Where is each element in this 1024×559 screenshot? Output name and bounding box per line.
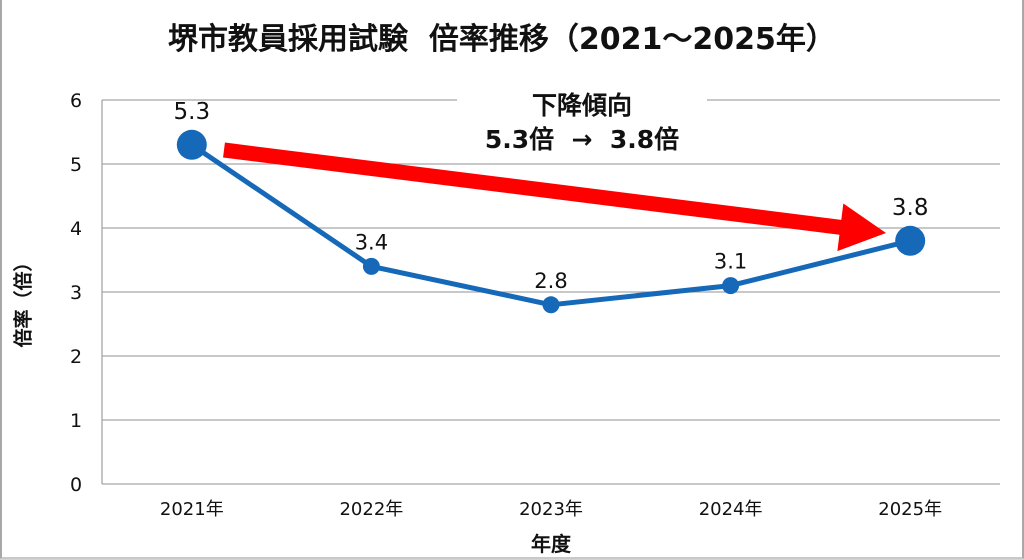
y-tick-label: 4 <box>70 218 82 240</box>
x-tick-label: 2025年 <box>878 499 942 520</box>
data-label: 3.8 <box>892 195 929 221</box>
chart-title: 堺市教員採用試験 倍率推移（2021〜2025年） <box>168 22 836 57</box>
y-tick-label: 5 <box>70 154 82 176</box>
x-tick-label: 2023年 <box>519 499 583 520</box>
marker <box>722 277 740 295</box>
data-label: 2.8 <box>534 269 567 293</box>
y-tick-label: 0 <box>70 474 82 496</box>
data-label: 3.1 <box>714 250 747 274</box>
y-tick-label: 6 <box>70 90 82 112</box>
annotation-line2: 5.3倍 → 3.8倍 <box>484 125 680 154</box>
y-tick-label: 1 <box>70 410 82 432</box>
marker-large <box>176 129 207 160</box>
y-tick-label: 2 <box>70 346 82 368</box>
x-tick-label: 2021年 <box>160 499 224 520</box>
trend-arrow <box>223 142 887 252</box>
x-tick-label: 2022年 <box>339 499 403 520</box>
marker <box>542 296 560 314</box>
data-label: 5.3 <box>174 99 211 125</box>
marker-large <box>895 225 926 256</box>
trend-annotation: 下降傾向 5.3倍 → 3.8倍 <box>457 89 707 163</box>
annotation-line1: 下降傾向 <box>531 91 632 120</box>
y-tick-label: 3 <box>70 282 82 304</box>
x-tick-label: 2024年 <box>699 499 763 520</box>
x-axis-label: 年度 <box>531 532 571 556</box>
marker <box>362 257 380 275</box>
data-label: 3.4 <box>355 230 388 254</box>
y-axis-label: 倍率（倍） <box>12 252 35 348</box>
